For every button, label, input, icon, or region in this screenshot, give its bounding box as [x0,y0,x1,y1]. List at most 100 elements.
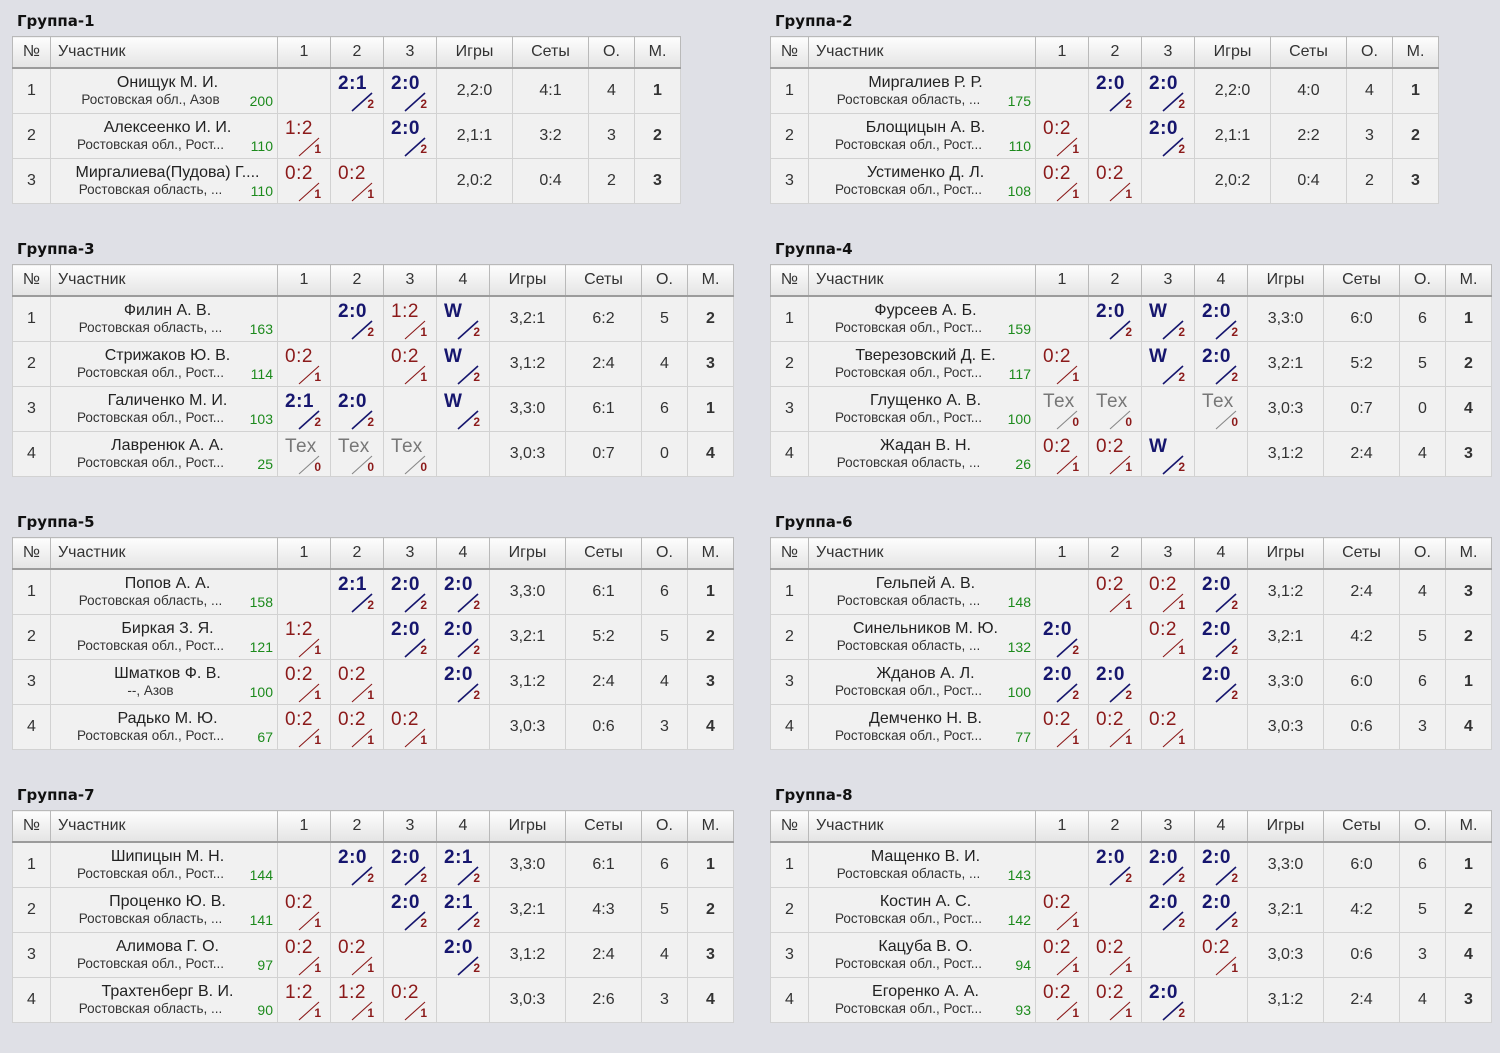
table-row[interactable]: 4 Лавренюк А. А. Ростовская обл., Рост... 2… [12,431,734,477]
match-result-cell[interactable]: 0:2 1 [1035,977,1089,1023]
match-result-cell[interactable]: 0:2 1 [1035,431,1089,477]
match-result-cell[interactable]: 0:2 1 [330,704,384,750]
table-row[interactable]: 1 Фурсеев А. Б. Ростовская обл., Рост... 15… [770,295,1492,342]
header-sets[interactable]: Сеты [1270,36,1347,69]
header-opponent-col[interactable]: 1 [1035,537,1089,570]
header-num[interactable]: № [12,810,51,843]
match-result-cell[interactable]: 2:0 2 [383,614,437,660]
header-opponent-col[interactable]: 2 [330,537,384,570]
table-row[interactable]: 3 Устименко Д. Л. Ростовская обл., Рост...… [770,158,1439,204]
table-row[interactable]: 2 Алексеенко И. И. Ростовская обл., Рост..… [12,113,681,159]
table-row[interactable]: 2 Блощицын А. В. Ростовская обл., Рост... 1… [770,113,1439,159]
header-opponent-col[interactable]: 3 [383,264,437,297]
header-points[interactable]: О. [588,36,635,69]
header-games[interactable]: Игры [1247,537,1324,570]
table-row[interactable]: 3 Алимова Г. О. Ростовская обл., Рост... 97… [12,932,734,978]
header-sets[interactable]: Сеты [1323,537,1400,570]
match-result-cell[interactable]: 2:0 2 [436,614,490,660]
match-result-cell[interactable]: 2:0 2 [383,841,437,888]
match-result-cell[interactable]: 2:1 2 [277,386,331,432]
header-opponent-col[interactable]: 4 [436,537,490,570]
match-result-cell[interactable]: 0:2 1 [1035,113,1089,159]
table-row[interactable]: 2 Биркая З. Я. Ростовская обл., Рост... 121… [12,614,734,660]
table-row[interactable]: 1 Онищук М. И. Ростовская обл., Азов 200 2:1… [12,67,681,114]
player-name[interactable]: Миргалиев Р. Р. [868,74,983,91]
header-points[interactable]: О. [1399,810,1446,843]
header-games[interactable]: Игры [489,264,566,297]
match-result-cell[interactable]: Тех 0 [1035,386,1089,432]
header-place[interactable]: М. [687,537,734,570]
match-result-cell[interactable]: 2:0 2 [1141,841,1195,888]
header-games[interactable]: Игры [436,36,513,69]
player-name[interactable]: Жадан В. Н. [880,437,971,454]
player-cell[interactable]: Шматков Ф. В. --, Азов 100 [50,659,278,705]
player-name[interactable]: Биркая З. Я. [121,620,214,637]
match-result-cell[interactable]: 2:0 2 [383,568,437,615]
header-place[interactable]: М. [1392,36,1439,69]
match-result-cell[interactable]: 2:0 2 [1194,614,1248,660]
player-cell[interactable]: Шипицын М. Н. Ростовская обл., Рост... 144 [50,841,278,888]
table-row[interactable]: 1 Миргалиев Р. Р. Ростовская область, ... 1… [770,67,1439,114]
match-result-cell[interactable]: 0:2 1 [383,977,437,1023]
match-result-cell[interactable]: 2:0 2 [1088,659,1142,705]
header-games[interactable]: Игры [489,537,566,570]
header-opponent-col[interactable]: 1 [1035,810,1089,843]
match-result-cell[interactable]: 2:0 2 [1141,977,1195,1023]
header-opponent-col[interactable]: 3 [383,537,437,570]
match-result-cell[interactable]: 0:2 1 [1141,568,1195,615]
match-result-cell[interactable]: 0:2 1 [1035,887,1089,933]
header-participant[interactable]: Участник [808,537,1036,570]
header-participant[interactable]: Участник [808,264,1036,297]
header-points[interactable]: О. [641,810,688,843]
match-result-cell[interactable]: 1:2 1 [277,614,331,660]
header-num[interactable]: № [12,36,51,69]
player-cell[interactable]: Алексеенко И. И. Ростовская обл., Рост...… [50,113,278,159]
header-opponent-col[interactable]: 4 [436,810,490,843]
player-cell[interactable]: Радько М. Ю. Ростовская обл., Рост... 67 [50,704,278,750]
player-cell[interactable]: Стрижаков Ю. В. Ростовская обл., Рост... 1… [50,341,278,387]
header-place[interactable]: М. [634,36,681,69]
match-result-cell[interactable]: Тех 0 [330,431,384,477]
player-cell[interactable]: Мащенко В. И. Ростовская область, ... 143 [808,841,1036,888]
header-opponent-col[interactable]: 1 [1035,264,1089,297]
header-sets[interactable]: Сеты [1323,810,1400,843]
header-place[interactable]: М. [1445,810,1492,843]
header-points[interactable]: О. [641,537,688,570]
header-place[interactable]: М. [687,810,734,843]
player-cell[interactable]: Жадан В. Н. Ростовская область, ... 26 [808,431,1036,477]
match-result-cell[interactable]: 0:2 1 [1035,932,1089,978]
header-points[interactable]: О. [1346,36,1393,69]
match-result-cell[interactable]: 1:2 1 [277,113,331,159]
header-opponent-col[interactable]: 3 [383,36,437,69]
table-row[interactable]: 4 Жадан В. Н. Ростовская область, ... 26 0:2… [770,431,1492,477]
header-opponent-col[interactable]: 4 [1194,810,1248,843]
match-result-cell[interactable]: 2:0 2 [1035,659,1089,705]
table-row[interactable]: 4 Радько М. Ю. Ростовская обл., Рост... 67 0… [12,704,734,750]
player-name[interactable]: Трахтенберг В. И. [101,983,234,1000]
player-name[interactable]: Костин А. С. [879,893,972,910]
table-row[interactable]: 2 Проценко Ю. В. Ростовская область, ... 14… [12,887,734,933]
match-result-cell[interactable]: 2:0 2 [1194,659,1248,705]
match-result-cell[interactable]: 0:2 1 [1088,977,1142,1023]
header-sets[interactable]: Сеты [512,36,589,69]
table-row[interactable]: 2 Тверезовский Д. Е. Ростовская обл., Рост… [770,341,1492,387]
player-cell[interactable]: Алимова Г. О. Ростовская обл., Рост... 97 [50,932,278,978]
player-name[interactable]: Алексеенко И. И. [103,119,232,136]
table-row[interactable]: 3 Кацуба В. О. Ростовская обл., Рост... 94 0… [770,932,1492,978]
match-result-cell[interactable]: Тех 0 [383,431,437,477]
player-name[interactable]: Филин А. В. [123,302,212,319]
header-opponent-col[interactable]: 3 [1141,36,1195,69]
match-result-cell[interactable]: 2:0 2 [1141,887,1195,933]
table-row[interactable]: 3 Жданов А. Л. Ростовская обл., Рост... 100… [770,659,1492,705]
player-cell[interactable]: Лавренюк А. А. Ростовская обл., Рост... 25 [50,431,278,477]
header-opponent-col[interactable]: 3 [1141,537,1195,570]
table-row[interactable]: 4 Демченко Н. В. Ростовская обл., Рост... 7… [770,704,1492,750]
match-result-cell[interactable]: 0:2 1 [277,704,331,750]
header-num[interactable]: № [770,537,809,570]
match-result-cell[interactable]: 0:2 1 [1035,341,1089,387]
match-result-cell[interactable]: 0:2 1 [1035,158,1089,204]
player-name[interactable]: Миргалиева(Пудова) Г.... [75,164,260,181]
table-row[interactable]: 4 Егоренко А. А. Ростовская обл., Рост... 9… [770,977,1492,1023]
